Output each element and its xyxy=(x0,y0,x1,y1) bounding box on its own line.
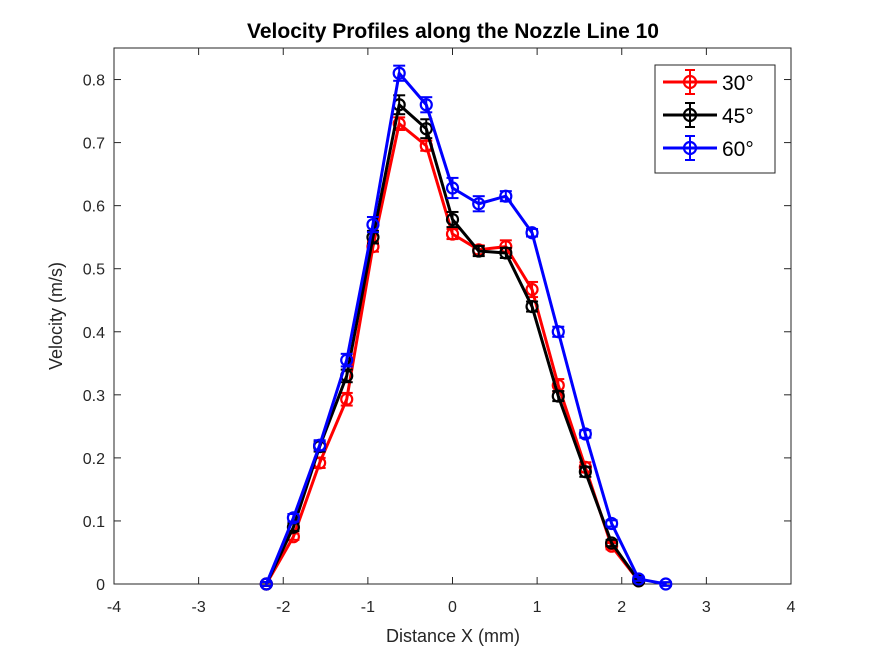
data-point xyxy=(525,299,539,314)
data-point xyxy=(340,353,354,367)
data-point xyxy=(445,227,460,241)
y-tick-label: 0 xyxy=(96,577,105,594)
data-point xyxy=(525,282,539,297)
series-line xyxy=(264,71,667,586)
data-point xyxy=(499,246,513,260)
data-point xyxy=(392,117,406,131)
x-tick-label: 0 xyxy=(448,599,457,616)
data-point xyxy=(419,122,433,136)
x-tick-label: 1 xyxy=(533,599,542,616)
data-point xyxy=(472,197,486,211)
x-tick-label: 3 xyxy=(702,599,711,616)
x-tick-label: -4 xyxy=(107,599,121,616)
data-point xyxy=(525,226,539,240)
x-tick-label: 4 xyxy=(787,599,796,616)
data-point xyxy=(419,98,433,112)
legend: 30° 45° 60° xyxy=(654,64,776,174)
data-point xyxy=(659,577,673,591)
series-2 xyxy=(259,64,673,591)
data-point xyxy=(366,217,380,232)
y-tick-label: 0.8 xyxy=(83,73,105,90)
data-point xyxy=(604,536,619,550)
x-tick-label: -2 xyxy=(276,599,290,616)
x-tick-label: 2 xyxy=(617,599,626,616)
data-point xyxy=(286,511,301,525)
data-point xyxy=(578,465,592,479)
y-tick-label: 0.4 xyxy=(83,325,105,342)
legend-marker xyxy=(682,74,698,90)
data-point xyxy=(445,181,460,195)
y-axis-label: Velocity (m/s) xyxy=(46,262,66,370)
legend-label: 30° xyxy=(722,72,754,95)
legend-entry: 30° xyxy=(663,69,754,95)
x-axis-label: Distance X (mm) xyxy=(386,626,520,646)
data-point xyxy=(445,212,460,227)
legend-label: 45° xyxy=(722,105,754,128)
legend-entry: 45° xyxy=(663,102,754,128)
data-point xyxy=(472,244,486,258)
y-tick-label: 0.1 xyxy=(83,514,105,531)
data-point xyxy=(551,325,565,339)
y-tick-label: 0.6 xyxy=(83,199,105,216)
data-point xyxy=(632,572,646,586)
data-point xyxy=(259,577,273,591)
data-point xyxy=(551,389,565,403)
y-tick-label: 0.3 xyxy=(83,388,105,405)
legend-marker xyxy=(682,107,698,123)
x-tick-label: -1 xyxy=(361,599,375,616)
data-point xyxy=(392,66,406,80)
y-tick-label: 0.7 xyxy=(83,136,105,153)
data-point xyxy=(313,438,327,452)
data-point xyxy=(604,516,619,531)
chart-title: Velocity Profiles along the Nozzle Line … xyxy=(247,20,659,43)
y-tick-label: 0.2 xyxy=(83,451,105,468)
data-point xyxy=(578,427,592,441)
legend-marker xyxy=(682,140,698,156)
series-layer xyxy=(259,64,673,591)
data-point xyxy=(340,392,354,406)
data-point xyxy=(499,189,513,203)
y-tick-label: 0.5 xyxy=(83,262,105,279)
legend-label: 60° xyxy=(722,138,754,161)
x-tick-label: -3 xyxy=(192,599,206,616)
y-axis: 0 0.1 0.2 0.3 0.4 0.5 0.6 0.7 0.8 xyxy=(83,73,791,594)
x-axis: -4 -3 -2 -1 0 1 2 3 4 xyxy=(107,48,796,616)
legend-entry: 60° xyxy=(663,135,754,161)
